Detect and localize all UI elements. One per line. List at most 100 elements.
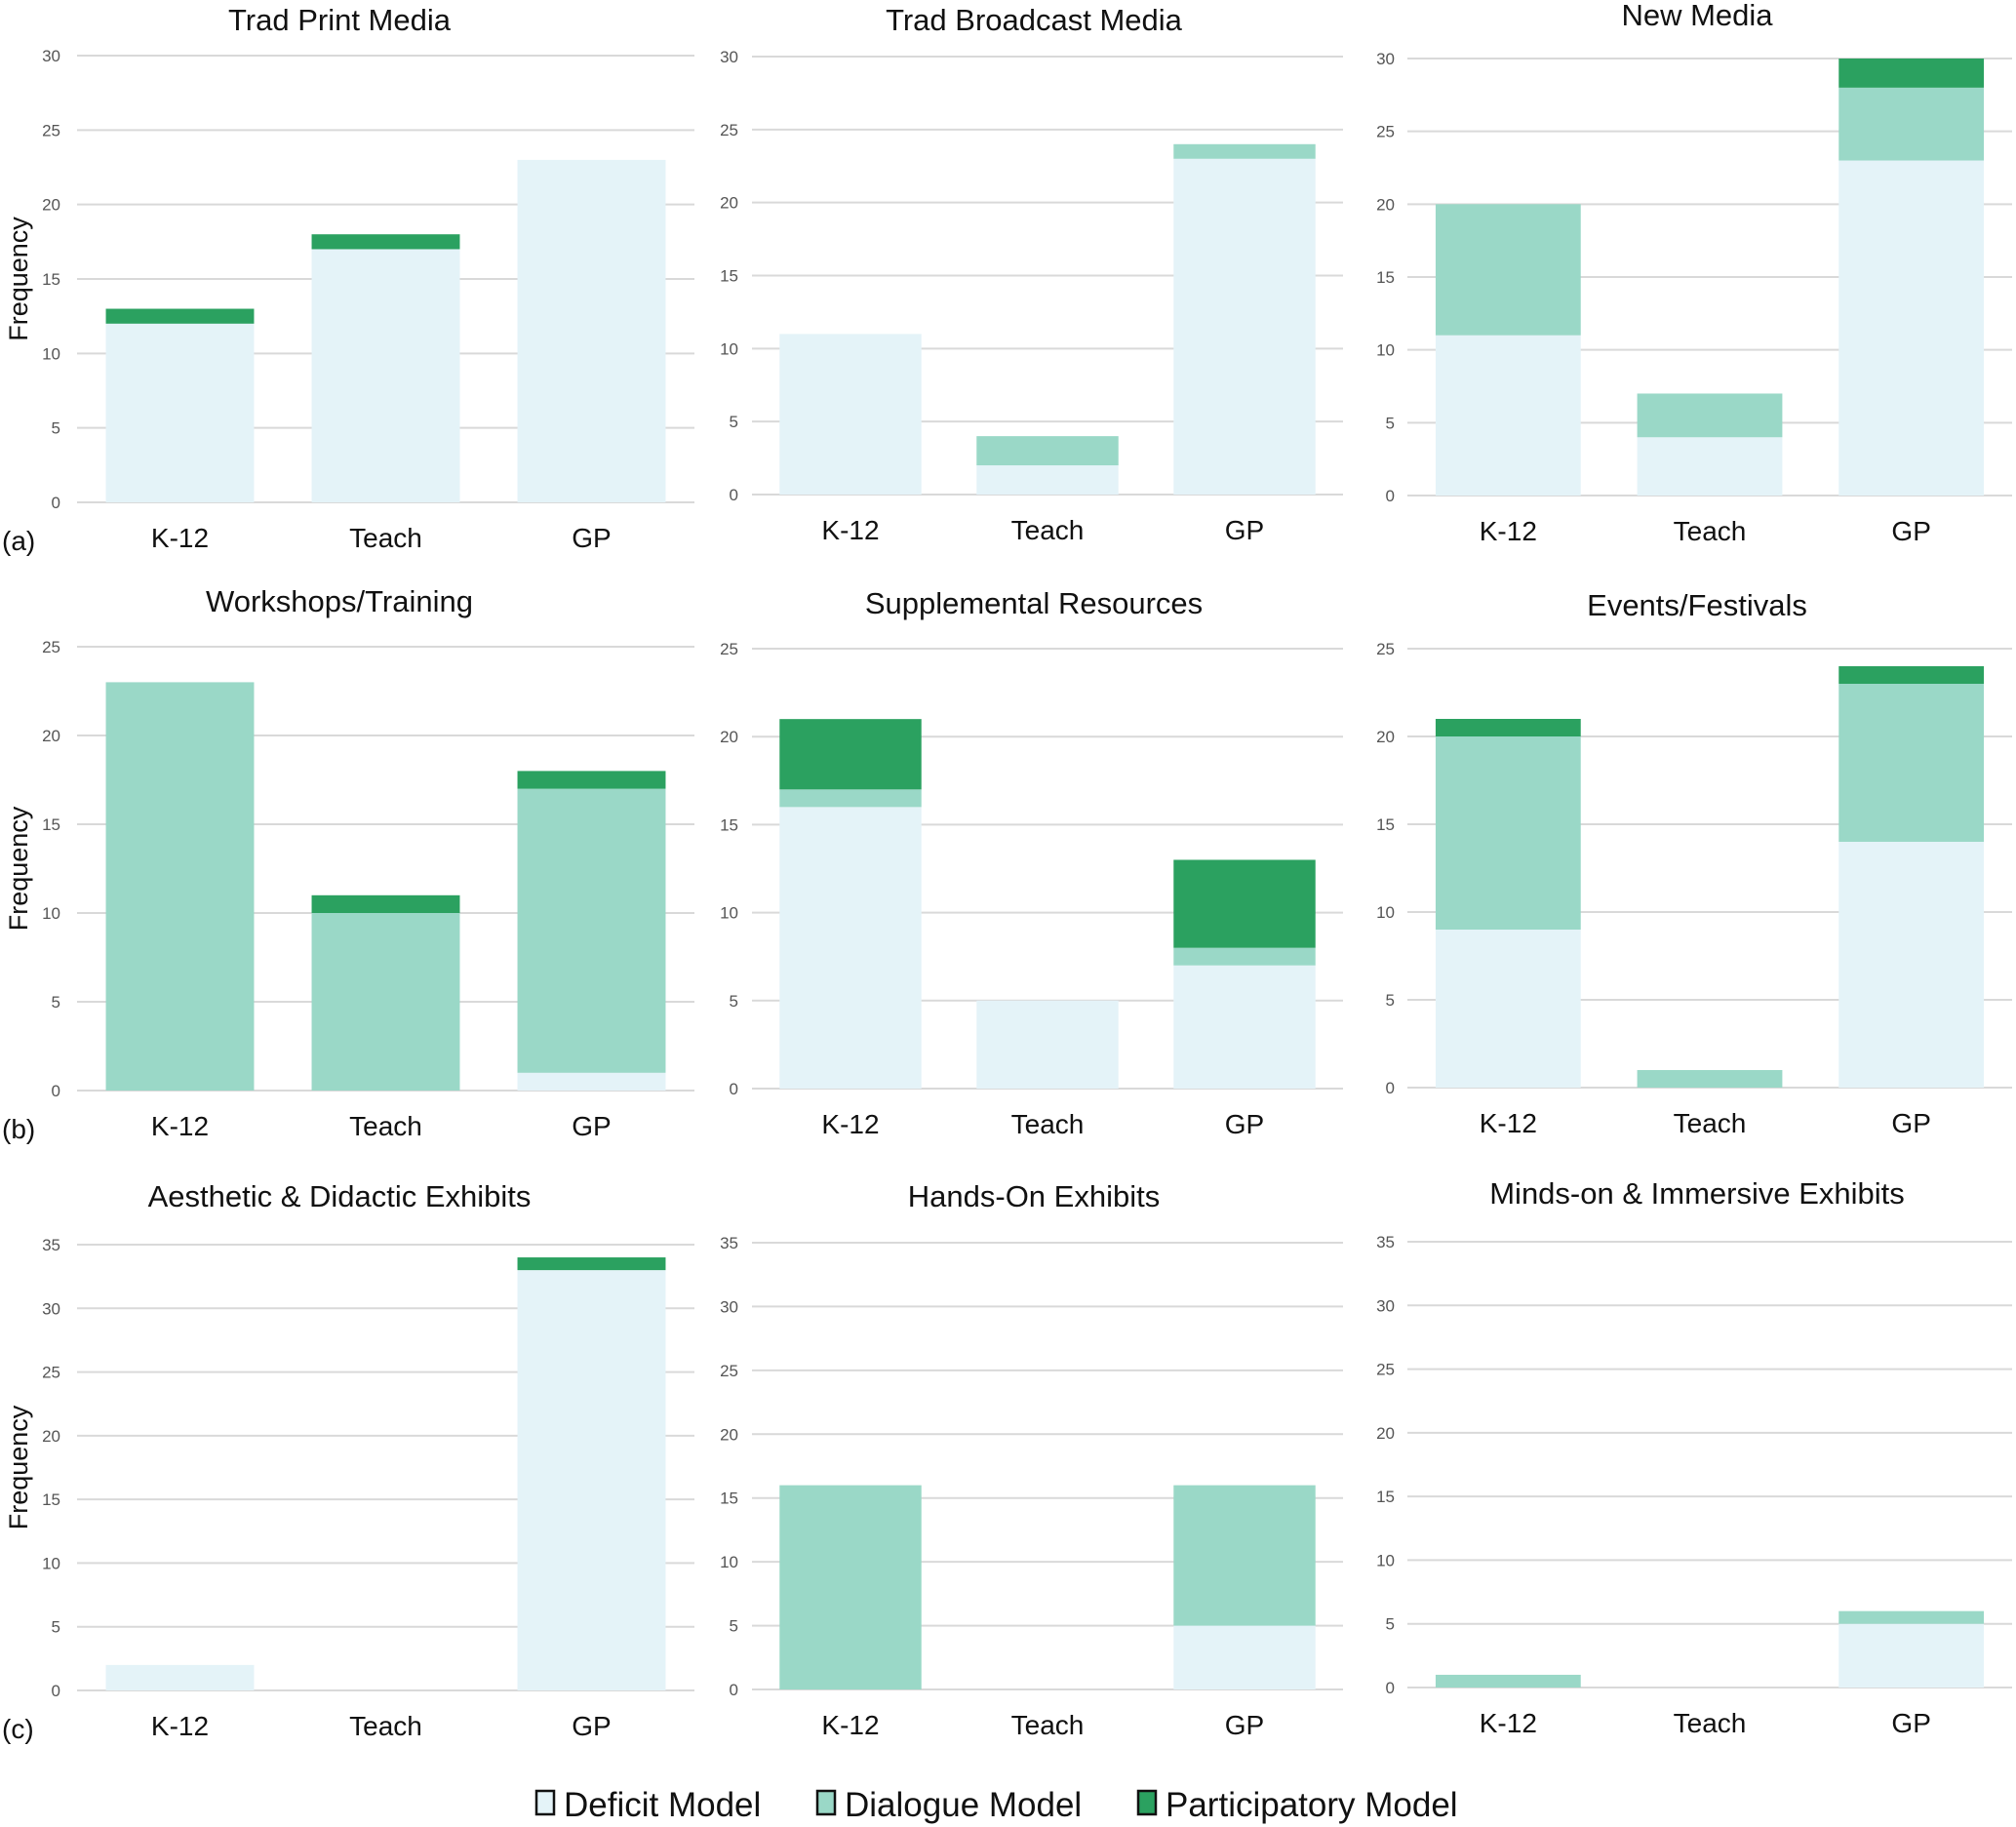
x-tick-label: GP [572,1711,611,1741]
y-tick-label: 35 [1376,1233,1395,1251]
y-tick-label: 10 [1376,341,1395,360]
bar-segment-dialogue-model [1838,684,1985,842]
bar-segment-deficit-model [1173,158,1316,495]
y-tick-label: 30 [720,48,738,66]
row-label-a: (a) [2,526,35,556]
legend-swatch-participatory [1136,1789,1158,1816]
y-tick-label: 15 [42,815,60,834]
legend-swatch-deficit [534,1789,556,1816]
bar-segment-dialogue-model [105,682,255,1091]
y-tick-label: 0 [1386,487,1395,505]
legend-item-dialogue: Dialogue Model [815,1786,1082,1824]
legend-item-participatory: Participatory Model [1136,1786,1458,1824]
bar-segment-deficit-model [517,159,666,502]
legend-swatch-dialogue [815,1789,837,1816]
panel-minds-on-immersive-exhibits: Minds-on & Immersive Exhibits 0 5 10 15 20 25 3… [1376,1176,2012,1738]
y-tick-label: 35 [720,1234,738,1252]
y-axis-label: Frequency [4,1405,33,1529]
x-tick-label: Teach [1674,1108,1747,1138]
y-tick-label: 10 [42,904,60,923]
panel-supplemental-resources: Supplemental Resources 0 5 10 15 20 25 K-12 Teac… [720,586,1343,1139]
bar-segment-deficit-model [976,465,1119,495]
x-tick-label: K-12 [1480,1108,1537,1138]
panel-trad-print-media: Trad Print Media 0 5 10 15 20 25 30 Frequency K-1… [4,3,694,553]
bar-segment-participatory-model [779,719,922,790]
y-tick-label: 10 [42,1554,60,1572]
y-tick-label: 20 [42,727,60,745]
bar-segment-participatory-model [1838,59,1985,88]
panel-title: Workshops/Training [206,584,473,618]
bar-segment-deficit-model [1435,335,1581,496]
y-tick-label: 5 [52,1618,60,1637]
bar-segment-deficit-model [1173,1625,1316,1689]
y-tick-label: 25 [42,121,60,139]
y-tick-label: 0 [730,1681,738,1699]
y-tick-label: 0 [52,494,60,512]
y-tick-label: 15 [1376,268,1395,287]
x-tick-label: K-12 [1480,1708,1537,1738]
y-tick-label: 20 [1376,1424,1395,1443]
legend: Deficit Model Dialogue Model Participato… [534,1786,1458,1824]
bar-segment-dialogue-model [1173,143,1316,159]
panel-trad-broadcast-media: Trad Broadcast Media 0 5 10 15 20 25 30 K-12 Teac… [720,3,1343,545]
legend-label-dialogue: Dialogue Model [845,1786,1082,1824]
y-tick-label: 10 [1376,1551,1395,1569]
x-tick-label: Teach [349,1711,422,1741]
panel-hands-on-exhibits: Hands-On Exhibits 0 5 10 15 20 25 30 35 K-12 Teach… [720,1179,1343,1740]
legend-label-deficit: Deficit Model [564,1786,761,1824]
bar-segment-dialogue-model [311,913,460,1091]
y-tick-label: 0 [1386,1679,1395,1697]
y-tick-label: 25 [720,1362,738,1380]
y-tick-label: 10 [720,339,738,358]
bar-segment-deficit-model [1838,160,1985,496]
x-tick-label: K-12 [151,523,209,553]
bar-segment-deficit-model [1838,1623,1985,1688]
y-tick-label: 5 [730,992,738,1011]
y-tick-label: 25 [42,1364,60,1382]
y-tick-label: 20 [720,1425,738,1444]
y-tick-label: 5 [1386,991,1395,1010]
x-tick-label: Teach [349,523,422,553]
x-tick-label: GP [1225,1710,1264,1740]
panel-title: Events/Festivals [1587,588,1807,622]
x-tick-label: GP [1891,516,1930,546]
y-tick-label: 15 [1376,815,1395,834]
panel-workshops-training: Workshops/Training 0 5 10 15 20 25 Frequency K-1… [4,584,694,1141]
y-tick-label: 25 [720,121,738,139]
x-tick-label: K-12 [1480,516,1537,546]
panel-title: New Media [1621,0,1773,32]
x-tick-label: GP [1225,1109,1264,1139]
x-tick-label: K-12 [151,1711,209,1741]
bar-segment-participatory-model [517,1257,666,1271]
bar-segment-dialogue-model [517,788,666,1073]
bar-segment-participatory-model [311,894,460,913]
y-tick-label: 10 [42,344,60,363]
x-tick-label: GP [572,1111,611,1141]
y-tick-label: 5 [52,419,60,438]
y-tick-label: 25 [1376,640,1395,658]
x-tick-label: Teach [1674,1708,1747,1738]
y-tick-label: 25 [1376,123,1395,141]
y-tick-label: 5 [1386,1615,1395,1634]
y-tick-label: 20 [42,1427,60,1446]
y-tick-label: 15 [720,1489,738,1508]
bar-segment-deficit-model [1838,842,1985,1088]
bar-segment-dialogue-model [1838,1610,1985,1624]
bar-segment-dialogue-model [779,1485,922,1689]
y-tick-label: 5 [52,993,60,1012]
bar-segment-participatory-model [1838,666,1985,684]
y-tick-label: 0 [52,1682,60,1700]
x-tick-label: Teach [1011,515,1085,545]
y-tick-label: 25 [42,638,60,656]
bar-segment-dialogue-model [1435,736,1581,930]
y-axis-label: Frequency [4,217,33,341]
bar-segment-deficit-model [517,1072,666,1091]
panels-group: Trad Print Media 0 5 10 15 20 25 30 Frequency K-1… [4,0,2012,1741]
row-label-b: (b) [2,1114,35,1144]
y-tick-label: 25 [720,640,738,658]
bar-segment-participatory-model [517,771,666,789]
x-tick-label: GP [572,523,611,553]
bar-segment-dialogue-model [1838,87,1985,161]
bar-segment-participatory-model [311,234,460,250]
